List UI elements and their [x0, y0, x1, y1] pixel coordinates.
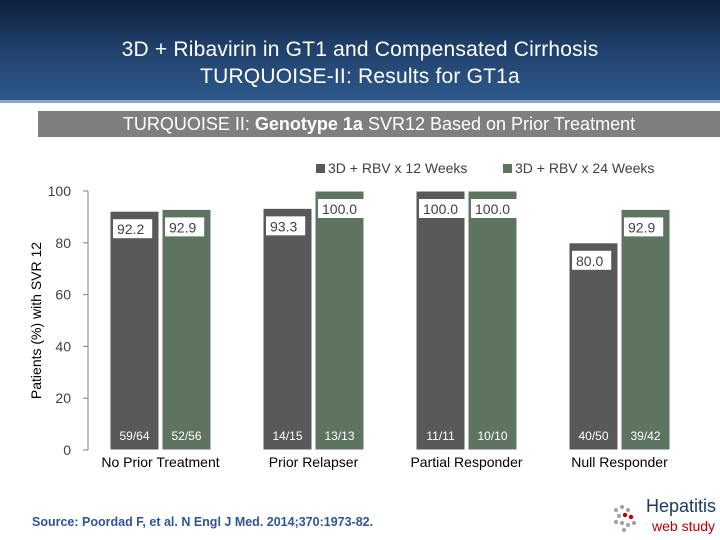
- count-label-2-1: 14/15: [272, 429, 302, 443]
- legend-swatch-2: [503, 164, 512, 173]
- bar-4-series-2: [620, 208, 671, 451]
- count-label-1-2: 52/56: [171, 429, 201, 443]
- logo-mark-icon: [614, 505, 636, 532]
- subtitle-prefix: TURQUOISE II:: [122, 114, 255, 134]
- legend-swatch-1: [316, 164, 325, 173]
- count-label-3-2: 10/10: [477, 429, 507, 443]
- count-label-4-1: 40/50: [578, 429, 608, 443]
- category-label-1: No Prior Treatment: [101, 454, 219, 470]
- y-tick-label-20: 20: [55, 390, 71, 406]
- value-label-box-1-2: [165, 217, 205, 237]
- value-label-2-1: 93.3: [270, 218, 297, 234]
- value-label-box-2-1: [266, 216, 306, 236]
- bar-3-series-2: [467, 190, 518, 451]
- category-label-3: Partial Responder: [410, 454, 522, 470]
- value-label-box-1-1: [113, 219, 153, 239]
- value-label-box-3-2: [471, 199, 518, 218]
- value-label-2-2: 100.0: [322, 201, 357, 217]
- value-label-4-1: 80.0: [576, 253, 603, 269]
- y-tick-label-100: 100: [48, 183, 72, 199]
- hepatitis-web-study-logo: Hepatitis web study: [608, 494, 720, 540]
- subtitle-genotype: Genotype 1a: [254, 114, 363, 134]
- value-label-box-3-1: [419, 199, 466, 218]
- value-label-3-1: 100.0: [423, 201, 458, 217]
- bar-1-series-2: [161, 208, 212, 451]
- value-label-3-2: 100.0: [475, 201, 510, 217]
- count-label-2-2: 13/13: [324, 429, 354, 443]
- bar-3-series-1: [415, 190, 466, 451]
- bar-2-series-1: [262, 207, 313, 451]
- category-label-4: Null Responder: [571, 454, 668, 470]
- category-label-2: Prior Relapser: [269, 454, 359, 470]
- bar-1-series-1: [109, 210, 160, 451]
- legend-label-2: 3D + RBV x 24 Weeks: [515, 160, 654, 176]
- value-label-1-1: 92.2: [117, 221, 144, 237]
- count-label-4-2: 39/42: [630, 429, 660, 443]
- y-tick-label-60: 60: [55, 287, 71, 303]
- y-axis-title: Patients (%) with SVR 12: [28, 242, 44, 399]
- title-band: 3D + Ribavirin in GT1 and Compensated Ci…: [0, 0, 720, 103]
- count-label-1-1: 59/64: [119, 429, 149, 443]
- y-tick-label-80: 80: [55, 235, 71, 251]
- logo-word-web-study: web study: [652, 518, 716, 534]
- value-label-box-2-2: [318, 199, 365, 218]
- bar-2-series-2: [314, 190, 365, 451]
- slide-title-line-2: TURQUOISE-II: Results for GT1a: [200, 65, 520, 88]
- value-label-box-4-2: [624, 217, 664, 237]
- y-tick-label-40: 40: [55, 338, 71, 354]
- chart-subtitle: TURQUOISE II: Genotype 1a SVR12 Based on…: [38, 111, 720, 137]
- value-label-box-4-1: [572, 250, 612, 270]
- title-divider: [0, 100, 720, 103]
- value-label-4-2: 92.9: [628, 219, 655, 235]
- svr12-bar-chart: 3D + RBV x 12 Weeks 3D + RBV x 24 Weeks Pa…: [28, 160, 671, 470]
- count-label-3-1: 11/11: [426, 429, 455, 443]
- legend-label-1: 3D + RBV x 12 Weeks: [328, 160, 467, 176]
- slide-title-line-1: 3D + Ribavirin in GT1 and Compensated Ci…: [121, 38, 599, 61]
- source-citation: Source: Poordad F, et al. N Engl J Med. …: [32, 515, 374, 529]
- bar-4-series-1: [568, 242, 619, 451]
- value-label-1-2: 92.9: [169, 219, 196, 235]
- y-tick-label-0: 0: [63, 442, 71, 458]
- subtitle-suffix: SVR12 Based on Prior Treatment: [362, 114, 636, 134]
- logo-word-hepatitis: Hepatitis: [646, 496, 717, 516]
